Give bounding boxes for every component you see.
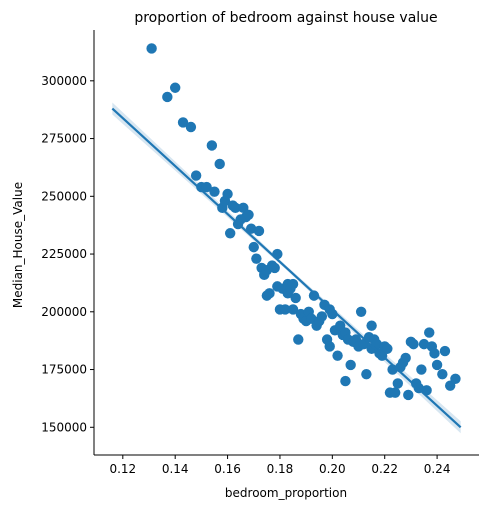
x-tick-label: 0.12 [109,462,136,476]
y-ticks: 150000 175000 200000 225000 250000 275000 3000… [41,74,94,434]
x-tick-label: 0.14 [162,462,189,476]
scatter-point [345,359,356,371]
y-tick-label: 200000 [41,305,87,319]
scatter-point [424,327,435,338]
scatter-point [169,82,181,93]
scatter-point [392,378,404,389]
scatter-point [382,343,393,354]
regression-line-layer [111,107,462,429]
scatter-point [243,209,254,220]
points-layer [146,43,461,401]
scatter-point [293,334,304,345]
scatter-point [340,375,351,387]
y-tick-label: 275000 [41,132,87,146]
y-tick-label: 250000 [41,189,87,203]
x-ticks: 0.12 0.14 0.16 0.18 0.20 0.22 0.24 [109,455,450,476]
scatter-point [209,186,220,197]
scatter-point [408,338,419,350]
scatter-point [439,345,451,357]
scatter-point [279,304,291,315]
scatter-point [222,188,233,200]
scatter-point [361,368,372,380]
scatter-point [248,241,259,253]
scatter-point [316,311,328,322]
scatter-point [403,389,414,401]
scatter-point [389,387,401,398]
x-tick-label: 0.18 [267,462,294,476]
scatter-point [146,43,157,54]
y-axis-label: Median_House_Value [11,182,25,308]
chart-title: proportion of bedroom against house valu… [134,10,437,26]
scatter-point [264,288,275,299]
scatter-point [245,223,257,234]
x-tick-label: 0.24 [424,462,451,476]
scatter-point [185,121,197,133]
scatter-point [437,368,448,380]
scatter-point [214,158,225,170]
scatter-point [450,373,461,384]
scatter-point [332,350,343,361]
scatter-point [418,338,430,350]
scatter-point [416,364,427,375]
scatter-point [162,91,173,103]
scatter-point [201,181,212,193]
x-axis-label: bedroom_proportion [225,486,347,500]
scatter-point [224,228,236,239]
y-tick-label: 300000 [41,74,87,88]
scatter-point [324,341,335,352]
scatter-point [269,262,280,274]
scatter-point [431,359,443,371]
scatter-point [366,320,377,331]
scatter-point [190,170,202,181]
x-tick-label: 0.16 [214,462,241,476]
x-tick-label: 0.22 [371,462,398,476]
x-tick-label: 0.20 [319,462,346,476]
scatter-point [400,352,411,364]
scatter-point [206,140,218,151]
scatter-point [272,248,283,260]
y-tick-label: 175000 [41,363,87,377]
y-tick-label: 225000 [41,247,87,261]
scatter-point [177,117,189,128]
scatter-point [290,292,301,304]
regression-line [111,107,462,429]
scatter-point [251,253,262,264]
scatter-point [429,348,440,359]
y-tick-label: 150000 [41,420,87,434]
scatter-point [253,225,265,237]
scatter-point [287,304,299,315]
scatter-point [287,278,299,290]
scatter-point [355,306,367,317]
scatter-point [230,202,241,214]
scatter-point [308,290,320,301]
